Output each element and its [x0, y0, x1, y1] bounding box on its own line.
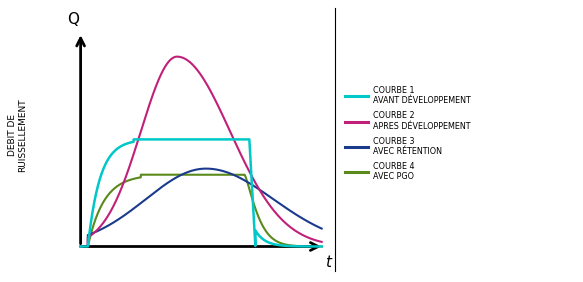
Text: Q: Q [68, 12, 79, 27]
Text: DEBIT DE
RUISSELLEMENT: DEBIT DE RUISSELLEMENT [8, 98, 27, 172]
Text: t: t [325, 255, 331, 270]
Legend: COURBE 1
AVANT DÉVELOPPEMENT, COURBE 2
APRES DÉVELOPPEMENT, COURBE 3
AVEC RÉTENT: COURBE 1 AVANT DÉVELOPPEMENT, COURBE 2 A… [343, 83, 473, 184]
